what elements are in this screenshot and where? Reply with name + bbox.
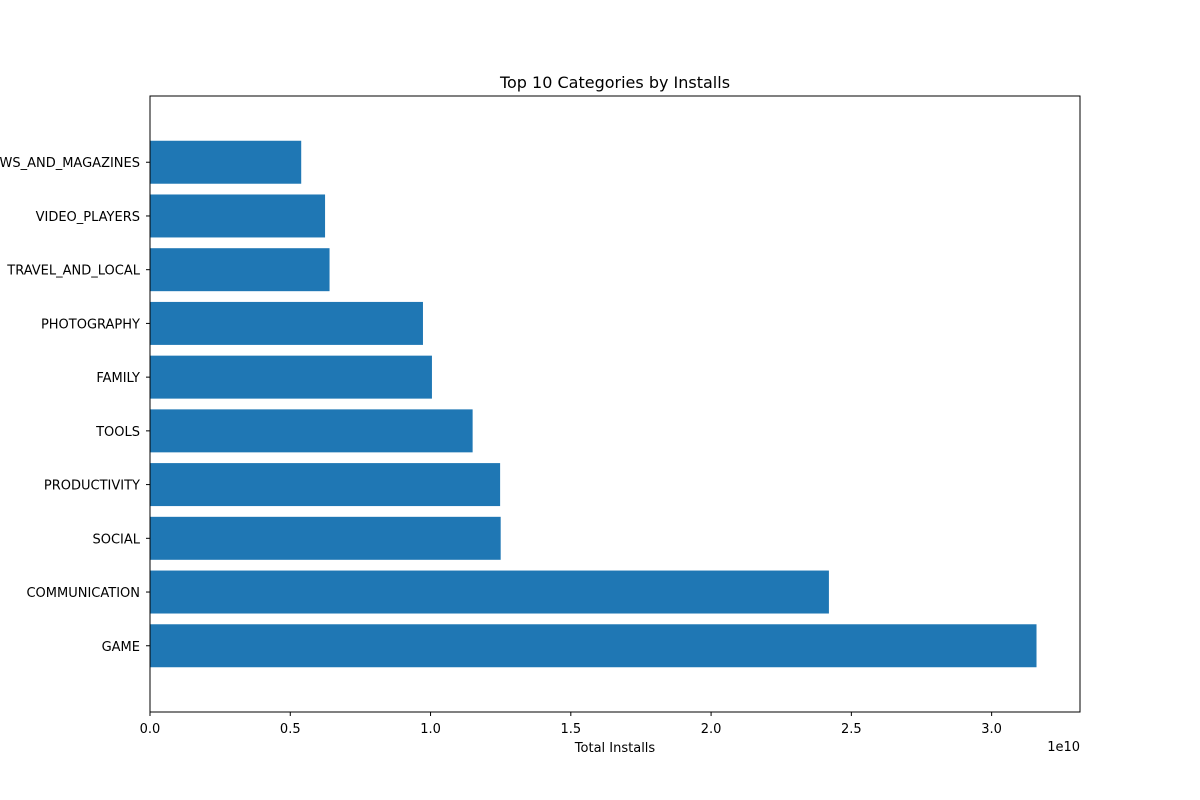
x-axis-scale-label: 1e10 [1047, 740, 1080, 755]
x-tick-label: 1.5 [560, 722, 581, 737]
bar-video-players [150, 194, 326, 238]
plot-frame [149, 95, 1081, 713]
y-tick-label: PHOTOGRAPHY [41, 317, 140, 332]
x-tick-label: 0.5 [280, 722, 301, 737]
bar-game [150, 624, 1037, 668]
x-tick-label: 2.0 [701, 722, 722, 737]
bar-social [150, 516, 501, 560]
y-tick-label: SOCIAL [92, 532, 140, 547]
bar-photography [150, 301, 423, 345]
bar-productivity [150, 463, 501, 507]
bar-tools [150, 409, 473, 453]
x-tick-label: 0.0 [140, 722, 161, 737]
chart-title: Top 10 Categories by Installs [499, 73, 730, 92]
y-tick-label: TOOLS [95, 425, 140, 440]
y-tick-label: TRAVEL_AND_LOCAL [6, 264, 140, 279]
y-axis-ticks: GAME COMMUNICATION SOCIAL PRODUCTIVITY TOOLS… [0, 156, 150, 655]
bar-communication [150, 570, 829, 614]
bar-travel-and-local [150, 248, 330, 292]
bar-family [150, 355, 432, 399]
y-tick-label: VIDEO_PLAYERS [36, 210, 140, 225]
x-tick-label: 3.0 [981, 722, 1002, 737]
bars-layer [150, 140, 1037, 668]
y-tick-label: COMMUNICATION [26, 586, 140, 601]
y-tick-label: NEWS_AND_MAGAZINES [0, 156, 140, 171]
x-axis-ticks: 0.0 0.5 1.0 1.5 2.0 2.5 3.0 [140, 712, 1002, 737]
x-tick-label: 2.5 [841, 722, 862, 737]
x-tick-label: 1.0 [420, 722, 441, 737]
y-tick-label: PRODUCTIVITY [44, 479, 140, 494]
bar-news-and-magazines [150, 140, 302, 184]
y-tick-label: FAMILY [96, 371, 140, 386]
x-axis-label: Total Installs [574, 741, 656, 756]
y-tick-label: GAME [102, 640, 140, 655]
